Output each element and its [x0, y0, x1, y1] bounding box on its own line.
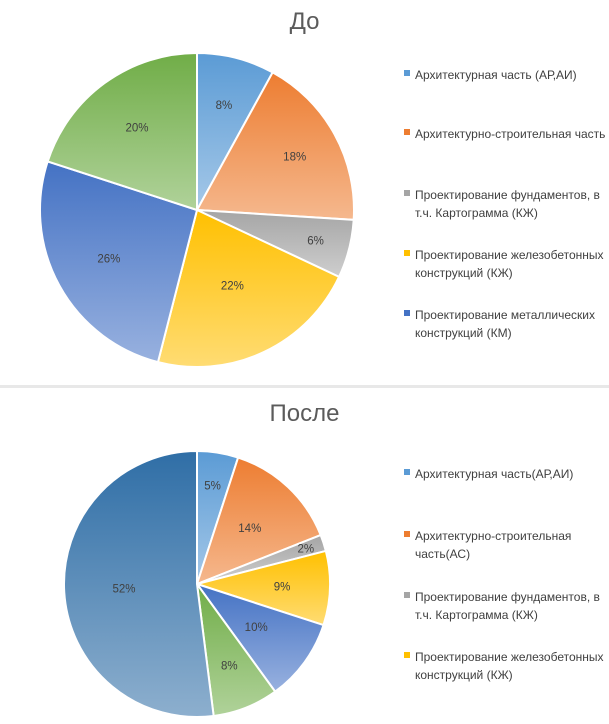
chart-title-before: До [289, 8, 320, 35]
pie-slice-2 [195, 456, 322, 586]
pie-slice-5 [39, 160, 199, 364]
slice-data-label-1: 8% [216, 100, 233, 112]
legend-label: Проектирование железобетонных конструкци… [415, 248, 604, 280]
pie-chart-before: 8% 18% 6% 22% 26% 20% До Архитектурная часть … [39, 8, 606, 368]
pie-slice-6 [46, 51, 198, 212]
slice-data-label-2: 18% [283, 151, 306, 163]
pie-slice-4 [156, 208, 341, 368]
slice-data-label-3: 2% [297, 544, 314, 556]
pie-slice-5 [194, 582, 325, 693]
slice-data-label-6: 8% [221, 661, 238, 673]
pie-slice-2 [195, 71, 355, 221]
slice-data-label-1: 5% [204, 481, 221, 493]
legend-label: Архитектурно-строительная часть [415, 127, 606, 141]
legend-label: Архитектурная часть(АР,АИ) [415, 467, 574, 481]
pie-chart-after: 5% 14% 2% 9% 10% 8% 52% После Архитектурная ча… [0, 388, 609, 724]
legend-swatch [404, 531, 410, 537]
legend-swatch [404, 250, 410, 256]
chart-title-after: После [269, 400, 340, 427]
legend-swatch [404, 592, 410, 598]
slice-data-label-5: 26% [97, 253, 120, 265]
slice-data-label-3: 6% [307, 236, 324, 248]
legend-swatch [404, 310, 410, 316]
legend-swatch [404, 70, 410, 76]
legend-swatch [404, 190, 410, 196]
legend-label: Архитектурная часть (АР,АИ) [415, 68, 577, 82]
pie-before-plot: 8% 18% 6% 22% 26% 20% [39, 51, 355, 368]
legend-swatch [404, 469, 410, 475]
pie-slice-7 [62, 449, 215, 718]
slice-data-label-4: 9% [274, 582, 291, 594]
legend-label: Проектирование металлических конструкций… [415, 308, 595, 340]
slice-data-label-6: 20% [125, 122, 148, 134]
pie-after-plot: 5% 14% 2% 9% 10% 8% 52% [62, 449, 331, 718]
legend-swatch [404, 129, 410, 135]
slice-data-label-5: 10% [245, 622, 268, 634]
legend-swatch [404, 652, 410, 658]
chart-divider [0, 385, 609, 388]
slice-data-label-2: 14% [238, 523, 261, 535]
legend-label: Проектирование железобетонных конструкци… [415, 650, 604, 682]
legend-label: Проектирование фундаментов, в т.ч. Карто… [415, 590, 600, 622]
slice-data-label-7: 52% [112, 584, 135, 596]
legend-label: Проектирование фундаментов, в т.ч. Карто… [415, 188, 600, 220]
slice-data-label-4: 22% [221, 280, 244, 292]
legend-label: Архитектурно-строительная часть(АС) [415, 529, 572, 561]
